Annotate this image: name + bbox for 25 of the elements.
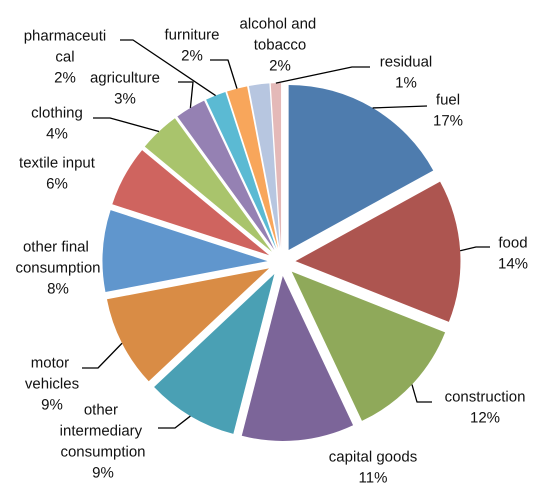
slice-label: clothing [31, 104, 83, 122]
data-label: 12% [470, 410, 500, 426]
slice-label: other final consumption [15, 238, 101, 276]
slice-label: construction [444, 388, 526, 406]
slice-label: textile input [19, 154, 96, 172]
slice-label: alcohol and tobacco [240, 16, 320, 54]
slice-label: capital goods [328, 448, 418, 466]
data-label: 9% [92, 464, 114, 482]
data-label: 2% [54, 70, 76, 86]
data-label: 3% [114, 90, 136, 108]
data-label: 6% [46, 176, 68, 192]
data-label: 2% [181, 48, 203, 64]
data-label: 2% [269, 58, 291, 74]
data-label: 17% [432, 112, 464, 130]
data-label: 4% [46, 126, 68, 142]
slice-label: agriculture [90, 70, 160, 86]
slice-label: residual [380, 54, 432, 70]
slice-label: fuel [436, 92, 460, 108]
data-label: 11% [358, 470, 388, 486]
data-label: 1% [395, 74, 417, 92]
slice-label: food [498, 234, 528, 252]
slice-label: furniture [164, 26, 220, 44]
slice-label: motor vehicles [24, 354, 80, 392]
data-label: 14% [498, 256, 528, 272]
data-label: 8% [47, 280, 69, 298]
